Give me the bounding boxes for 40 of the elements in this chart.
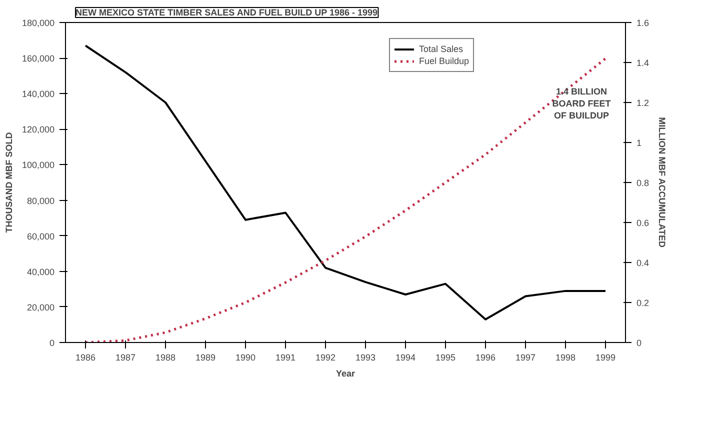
x-tick-label: 1994 [395, 352, 416, 362]
y-tick-label: 120,000 [22, 124, 55, 135]
y-tick-label: 140,000 [22, 89, 55, 100]
y2-tick-label: 1.4 [636, 58, 650, 68]
x-tick-label: 1991 [275, 352, 296, 362]
chart-title: NEW MEXICO STATE TIMBER SALES AND FUEL BUILD UP 1986 - 1999 [76, 8, 378, 18]
y-tick-label: 60,000 [26, 231, 55, 242]
y-tick-label: 20,000 [26, 302, 55, 312]
x-tick-label: 1992 [315, 352, 336, 362]
y2-tick-label: 1 [636, 138, 642, 148]
x-tick-label: 1995 [435, 352, 456, 362]
x-tick-label: 1989 [195, 352, 216, 362]
y-tick-label: 160,000 [22, 54, 55, 64]
y-tick-label: 100,000 [22, 160, 55, 170]
y2-tick-label: 0.8 [636, 178, 650, 188]
legend-label: Total Sales [419, 43, 464, 55]
y2-tick-label: 0 [636, 338, 642, 348]
x-tick-label: 1997 [515, 352, 536, 362]
annotation: 1.4 BILLION BOARD FEET OF BUILDUP [552, 86, 612, 120]
y-tick-label: 180,000 [22, 18, 55, 28]
y2-tick-label: 0.4 [636, 258, 650, 268]
y2-tick-label: 1.6 [636, 18, 650, 28]
legend-label: Fuel Buildup [419, 55, 470, 67]
x-tick-label: 1988 [155, 352, 176, 362]
y2-tick-label: 0.2 [636, 298, 650, 308]
y2-tick-label: 0.6 [636, 218, 650, 228]
y-axis-title: THOUSAND MBF SOLD [4, 132, 14, 233]
y2-tick-label: 1.2 [636, 98, 650, 108]
x-tick-label: 1990 [235, 352, 256, 362]
y-tick-label: 80,000 [26, 196, 55, 206]
x-tick-label: 1999 [595, 352, 616, 362]
x-tick-label: 1993 [355, 352, 376, 362]
y-tick-label: 40,000 [26, 266, 55, 277]
x-tick-label: 1998 [555, 352, 576, 362]
x-tick-label: 1987 [115, 352, 136, 362]
x-tick-label: 1996 [475, 352, 496, 362]
x-tick-label: 1986 [75, 352, 96, 362]
y-tick-label: 0 [49, 338, 55, 348]
y2-axis-title: MILLION MBF ACCUMULATED [657, 117, 668, 248]
x-axis-title: Year [336, 368, 356, 378]
